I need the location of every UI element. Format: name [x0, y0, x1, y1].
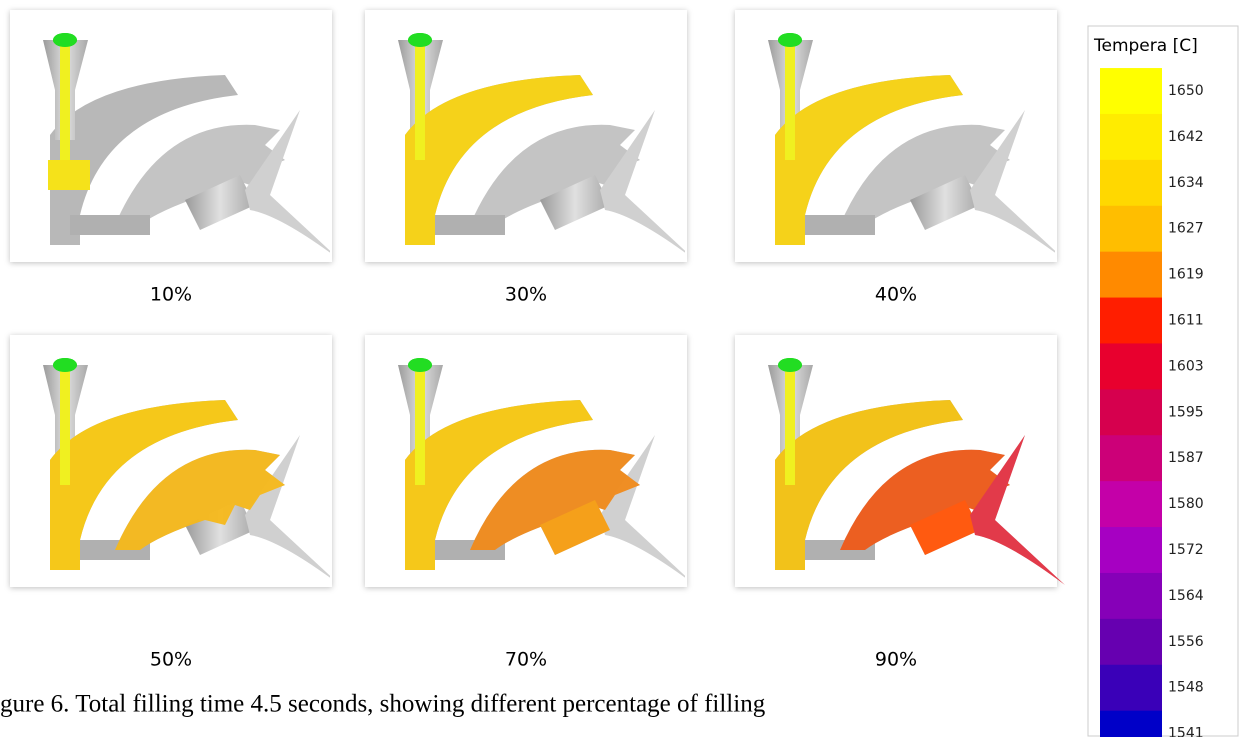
legend-swatch: [1100, 527, 1162, 573]
legend-swatch: [1100, 298, 1162, 344]
panel: [10, 335, 340, 587]
gate: [408, 358, 432, 372]
legend-label: 1564: [1168, 588, 1204, 604]
legend: Tempera [C] 1650 1642 1634 1627 1619 1611 1603…: [1088, 26, 1238, 737]
gate: [778, 358, 802, 372]
sprue: [415, 365, 425, 485]
panel: [365, 335, 695, 587]
legend-swatch: [1100, 435, 1162, 481]
gate: [408, 33, 432, 47]
legend-swatch: [1100, 252, 1162, 298]
legend-swatch: [1100, 343, 1162, 389]
gate: [53, 33, 77, 47]
sprue: [785, 40, 795, 160]
legend-label: 1619: [1168, 267, 1204, 283]
legend-swatch: [1100, 619, 1162, 665]
panel: [10, 10, 340, 262]
legend-label: 1595: [1168, 404, 1204, 420]
sprue: [60, 40, 70, 160]
legend-swatch: [1100, 68, 1162, 114]
gate: [53, 358, 77, 372]
panel: [735, 10, 1065, 262]
legend-label: 1556: [1168, 634, 1204, 650]
legend-swatch: [1100, 665, 1162, 711]
legend-label: 1603: [1168, 358, 1204, 374]
legend-swatch: [1100, 114, 1162, 160]
legend-label: 1572: [1168, 542, 1204, 558]
panel: [735, 335, 1065, 587]
legend-swatch: [1100, 573, 1162, 619]
legend-swatch: [1100, 160, 1162, 206]
legend-swatch: [1100, 711, 1162, 737]
sprue: [60, 365, 70, 485]
legend-label: 1587: [1168, 450, 1204, 466]
legend-label: 1650: [1168, 83, 1204, 99]
panel-label: 10%: [150, 284, 192, 306]
legend-swatch: [1100, 206, 1162, 252]
panel-label: 50%: [150, 649, 192, 671]
legend-title: Tempera [C]: [1093, 36, 1198, 56]
gate: [778, 33, 802, 47]
panel-label: 70%: [505, 649, 547, 671]
panel-label: 90%: [875, 649, 917, 671]
caption: gure 6. Total filling time 4.5 seconds, …: [0, 691, 766, 718]
legend-label: 1580: [1168, 496, 1204, 512]
legend-label: 1627: [1168, 221, 1204, 237]
legend-label: 1642: [1168, 129, 1204, 145]
legend-swatch: [1100, 481, 1162, 527]
runner-fill: [48, 160, 90, 190]
legend-label: 1548: [1168, 680, 1204, 696]
legend-label: 1634: [1168, 175, 1204, 191]
panels: 10% 30% 40% 50% 70% 90%: [10, 10, 1065, 671]
panel: [365, 10, 695, 262]
sprue: [785, 365, 795, 485]
sprue: [415, 40, 425, 160]
legend-label: 1541: [1168, 726, 1204, 737]
panel-label: 40%: [875, 284, 917, 306]
panel-label: 30%: [505, 284, 547, 306]
figure: 10% 30% 40% 50% 70% 90% gure 6. Total filling…: [0, 0, 1239, 737]
legend-label: 1611: [1168, 313, 1204, 329]
legend-swatch: [1100, 389, 1162, 435]
